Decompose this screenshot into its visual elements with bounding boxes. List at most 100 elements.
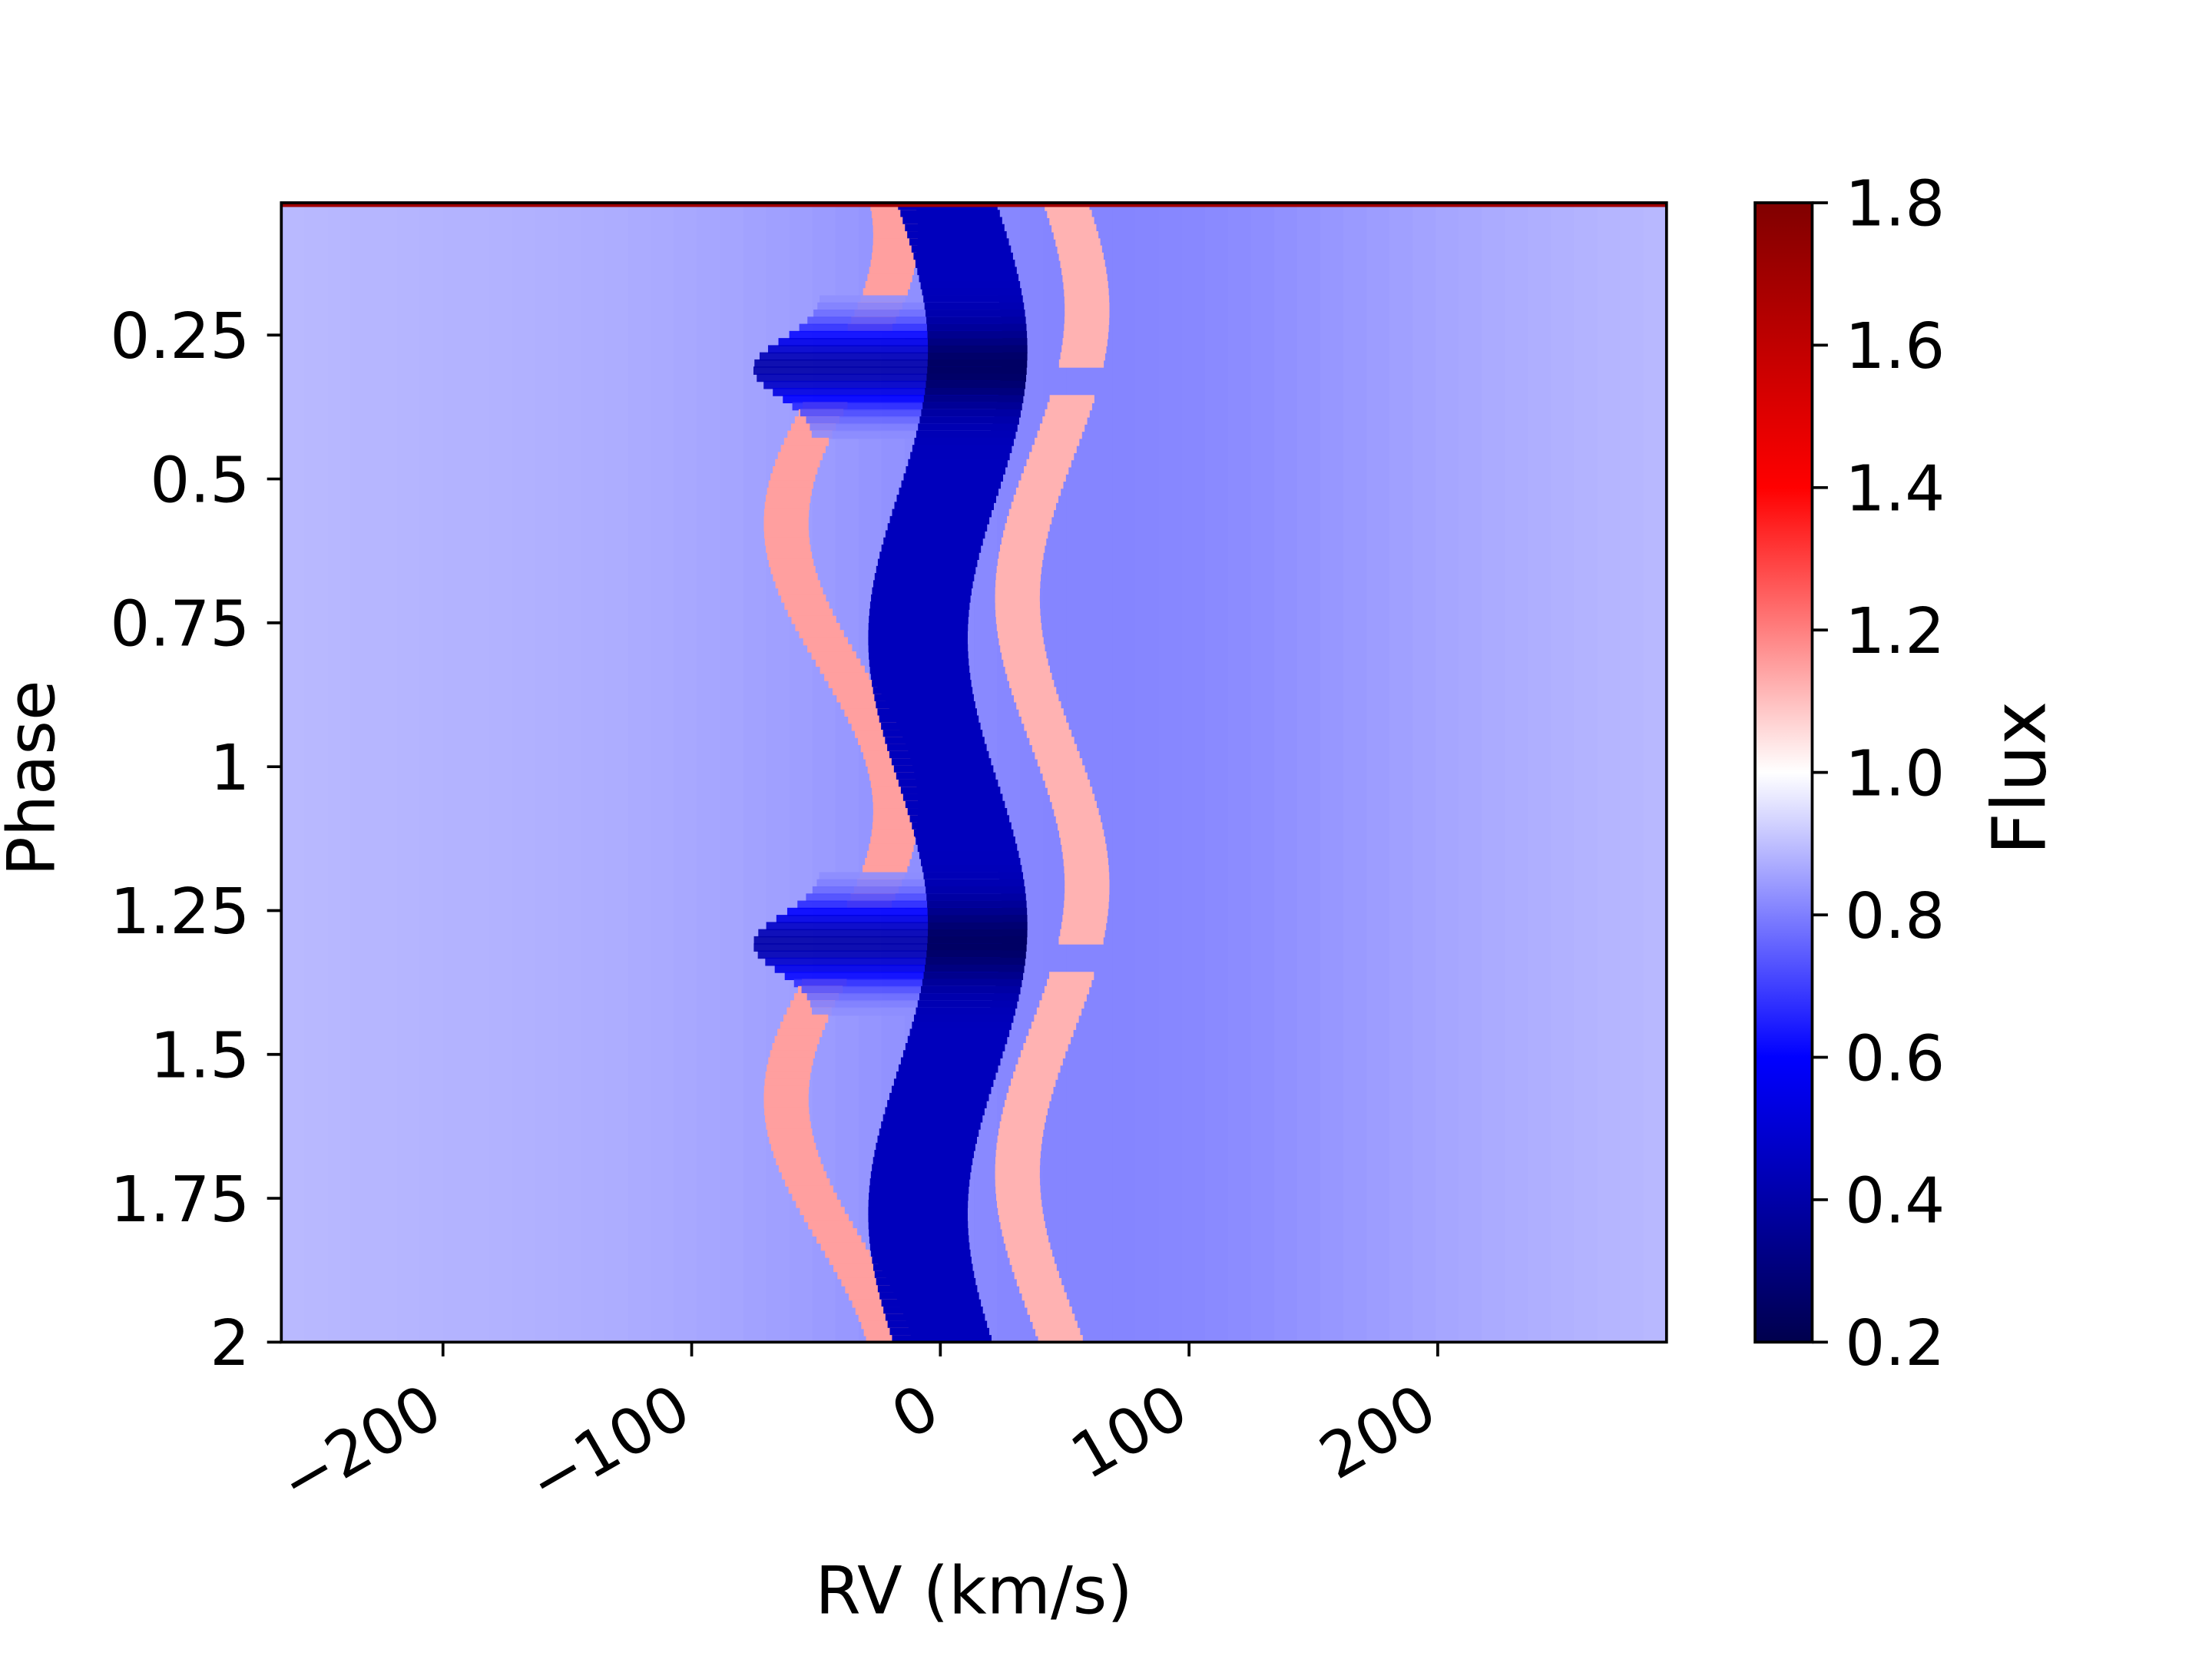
absorption-trough-segment <box>868 630 968 638</box>
blue-emission-arc-segment <box>873 217 918 226</box>
red-emission-arc-segment <box>1007 515 1052 525</box>
absorption-trough-segment <box>902 217 1002 226</box>
red-emission-arc-segment <box>998 1128 1044 1137</box>
absorption-wing-segment <box>800 409 996 418</box>
red-emission-arc-segment <box>1062 915 1108 923</box>
red-emission-arc-segment <box>997 558 1043 568</box>
blue-emission-arc-segment <box>763 508 810 518</box>
red-emission-arc-segment <box>1015 487 1061 496</box>
continuum-band <box>1412 202 1438 1343</box>
red-emission-arc-segment <box>1061 267 1107 276</box>
red-emission-arc-segment <box>1018 1057 1063 1066</box>
red-emission-arc-segment <box>1037 430 1082 439</box>
red-emission-arc-segment <box>1064 323 1109 333</box>
absorption-trough-segment <box>879 715 979 724</box>
red-emission-arc-segment <box>995 1164 1040 1173</box>
absorption-trough-segment <box>923 295 1023 304</box>
blue-emission-arc-segment <box>837 1270 882 1280</box>
blue-emission-arc-segment <box>774 1035 820 1045</box>
blue-emission-arc-segment <box>866 1335 911 1343</box>
absorption-trough-segment <box>881 544 982 553</box>
red-emission-arc-segment <box>1063 280 1108 290</box>
absorption-trough-segment <box>896 495 997 503</box>
absorption-trough-segment <box>889 515 990 525</box>
red-emission-arc-segment <box>1014 694 1059 703</box>
blue-emission-arc-segment <box>799 630 844 638</box>
continuum-band <box>1528 202 1553 1343</box>
absorption-wing-segment <box>783 395 998 404</box>
absorption-trough-segment <box>893 765 994 774</box>
colorbar-tick-label: 1.4 <box>1845 453 1945 526</box>
absorption-trough-segment <box>869 651 969 660</box>
absorption-trough-segment <box>891 758 992 767</box>
red-emission-arc-segment <box>1064 288 1109 296</box>
x-axis: −200 −100 0 100 200 <box>267 1342 1449 1520</box>
blue-emission-arc-segment <box>781 1171 827 1180</box>
red-emission-arc-segment <box>1060 929 1105 938</box>
continuum-band <box>604 202 630 1343</box>
red-emission-arc-segment <box>1062 338 1108 346</box>
red-emission-arc-segment <box>1065 879 1110 888</box>
blue-emission-arc-segment <box>863 288 908 296</box>
continuum-band <box>1273 202 1299 1343</box>
blue-emission-arc-segment <box>768 480 814 489</box>
continuum-band <box>651 202 676 1343</box>
blue-emission-arc-segment <box>858 737 903 746</box>
absorption-wing-segment <box>773 388 1000 396</box>
red-emission-arc-segment <box>995 594 1040 603</box>
absorption-trough-segment <box>876 701 975 710</box>
red-emission-arc-segment <box>1064 893 1110 903</box>
absorption-trough-segment <box>923 972 1024 981</box>
absorption-trough-segment <box>927 907 1028 916</box>
red-emission-arc-segment <box>1021 473 1066 482</box>
absorption-trough-segment <box>876 1277 976 1287</box>
absorption-trough-segment <box>881 1121 981 1130</box>
red-emission-arc-segment <box>1011 687 1057 696</box>
red-emission-arc-segment <box>1026 459 1071 468</box>
red-emission-arc-segment <box>995 580 1041 589</box>
blue-emission-arc-segment <box>860 744 906 753</box>
continuum-band <box>304 202 329 1343</box>
absorption-trough-segment <box>912 822 1012 831</box>
absorption-trough-segment <box>922 865 1022 873</box>
absorption-trough-segment <box>921 985 1021 995</box>
absorption-trough-segment <box>913 829 1014 838</box>
absorption-trough-segment <box>912 445 1012 453</box>
blue-emission-arc-segment <box>863 1327 909 1336</box>
absorption-trough-segment <box>927 359 1028 368</box>
blue-emission-arc-segment <box>844 708 889 717</box>
blue-emission-arc-segment <box>836 694 882 703</box>
colorbar-tick-label: 0.4 <box>1845 1165 1945 1238</box>
absorption-trough-segment <box>922 402 1022 411</box>
continuum-band <box>1389 202 1415 1343</box>
continuum-band <box>558 202 583 1343</box>
absorption-trough-segment <box>892 508 992 518</box>
blue-emission-arc-segment <box>764 1107 810 1116</box>
blue-emission-arc-segment <box>824 672 869 681</box>
absorption-wing-segment <box>816 879 1000 888</box>
continuum-band <box>1574 202 1599 1343</box>
absorption-trough-segment <box>907 808 1008 816</box>
absorption-trough-segment <box>887 1100 987 1108</box>
absorption-wing-segment <box>793 979 998 988</box>
continuum-band <box>674 202 699 1343</box>
continuum-band <box>1597 202 1622 1343</box>
blue-emission-arc-segment <box>873 800 919 810</box>
continuum-band <box>1620 202 1645 1343</box>
x-axis-label: RV (km/s) <box>815 1554 1132 1630</box>
absorption-trough-segment <box>912 1022 1012 1030</box>
red-emission-arc-segment <box>1025 1035 1071 1045</box>
absorption-trough-segment <box>927 330 1028 339</box>
red-emission-arc-segment <box>1031 744 1078 753</box>
blue-emission-arc-segment <box>852 1299 897 1308</box>
red-emission-arc-segment <box>1023 466 1069 475</box>
red-emission-arc-segment <box>1065 886 1110 895</box>
red-emission-arc-segment <box>1047 979 1092 988</box>
red-emission-arc-segment <box>1031 445 1077 453</box>
absorption-trough-segment <box>868 1214 968 1223</box>
continuum-band <box>1296 202 1322 1343</box>
absorption-wing-segment <box>812 1007 991 1016</box>
absorption-trough-segment <box>869 665 970 674</box>
continuum-band <box>581 202 606 1343</box>
red-emission-arc-segment <box>1036 1007 1082 1016</box>
